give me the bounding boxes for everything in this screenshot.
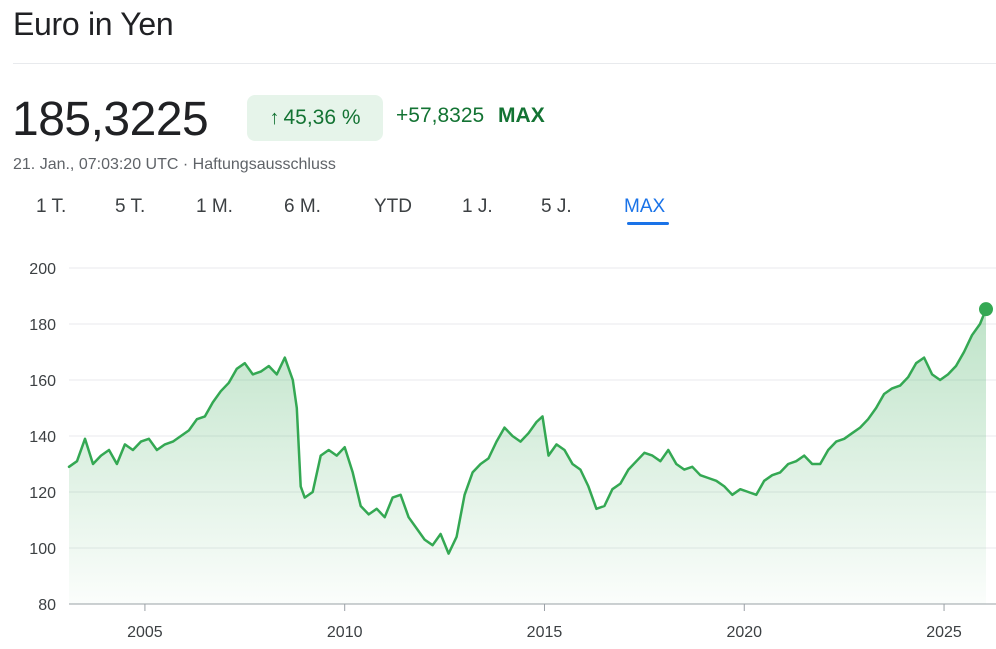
- disclaimer-link[interactable]: Haftungsausschluss: [192, 156, 336, 173]
- tab-5-years[interactable]: 5 J.: [541, 196, 572, 217]
- x-tick-label: 2025: [926, 624, 962, 641]
- x-tick-label: 2010: [327, 624, 363, 641]
- absolute-change-value: +57,8325: [396, 104, 485, 127]
- page-title: Euro in Yen: [13, 6, 174, 42]
- series-area-fill: [69, 309, 986, 604]
- quote-meta: 21. Jan., 07:03:20 UTC · Haftungsausschl…: [13, 156, 336, 174]
- y-tick-label: 200: [29, 261, 56, 278]
- tab-1-day[interactable]: 1 T.: [36, 196, 67, 217]
- tab-max[interactable]: MAX: [624, 196, 666, 217]
- y-tick-label: 180: [29, 317, 56, 334]
- arrow-up-icon: ↑: [269, 106, 280, 129]
- range-tabs: 1 T. 5 T. 1 M. 6 M. YTD 1 J. 5 J. MAX: [0, 196, 700, 230]
- x-tick-label: 2015: [527, 624, 563, 641]
- active-tab-indicator: [627, 222, 669, 225]
- percent-change-value: 45,36 %: [283, 106, 361, 129]
- absolute-change: +57,8325 MAX: [396, 104, 545, 128]
- tab-5-days[interactable]: 5 T.: [115, 196, 146, 217]
- current-value-dot: [979, 302, 993, 317]
- header-divider: [13, 63, 996, 64]
- tab-1-year[interactable]: 1 J.: [462, 196, 493, 217]
- y-tick-label: 120: [29, 485, 56, 502]
- tab-6-months[interactable]: 6 M.: [284, 196, 321, 217]
- y-tick-label: 80: [38, 597, 56, 614]
- tab-ytd[interactable]: YTD: [374, 196, 412, 217]
- y-tick-label: 140: [29, 429, 56, 446]
- y-tick-label: 160: [29, 373, 56, 390]
- meta-separator: ·: [178, 156, 193, 173]
- x-tick-label: 2005: [127, 624, 163, 641]
- tab-1-month[interactable]: 1 M.: [196, 196, 233, 217]
- price-chart[interactable]: 80 100 120 140 160 180 200 2005 2010 2015 2020 2025: [0, 250, 996, 649]
- range-label: MAX: [498, 104, 545, 127]
- x-tick-label: 2020: [726, 624, 762, 641]
- y-tick-label: 100: [29, 541, 56, 558]
- series-line: [67, 307, 988, 555]
- current-price: 185,3225: [12, 93, 209, 146]
- timestamp: 21. Jan., 07:03:20 UTC: [13, 156, 179, 173]
- percent-change-badge: ↑ 45,36 %: [247, 95, 383, 141]
